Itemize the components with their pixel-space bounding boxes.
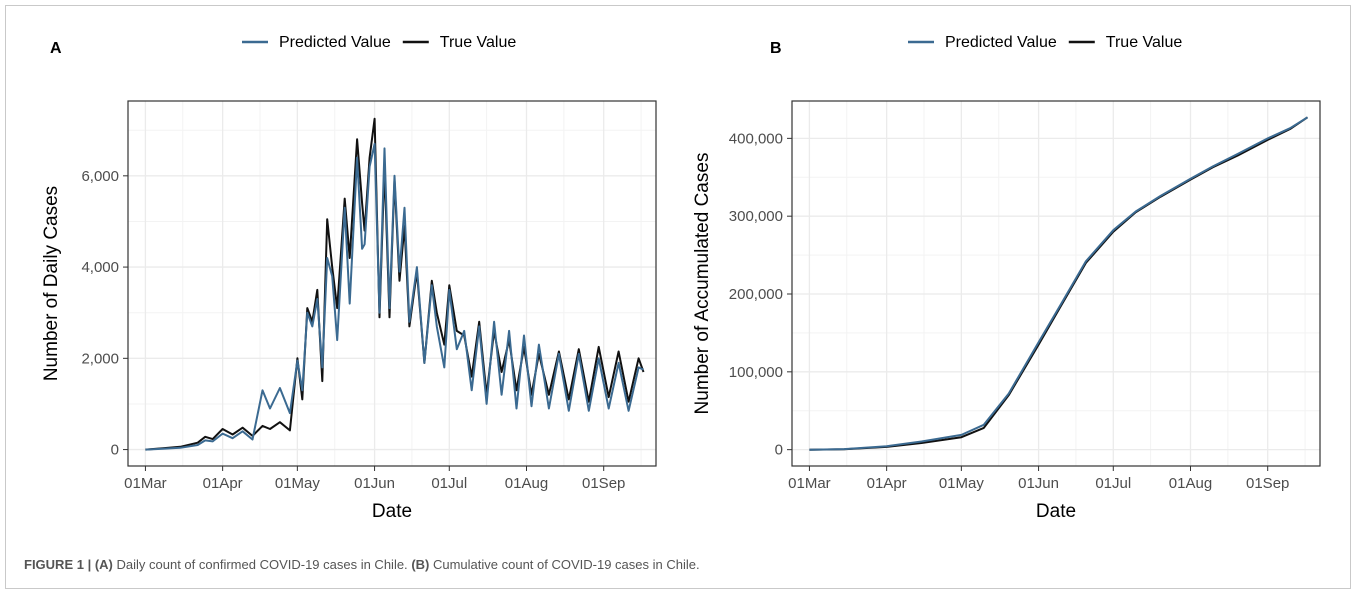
panel-border	[127, 100, 657, 467]
caption-a-text: Daily count of confirmed COVID-19 cases …	[116, 557, 408, 572]
panel-tag: B	[770, 40, 782, 57]
x-tick-label: 01Jul	[431, 475, 467, 492]
series-predicted-value-line	[145, 142, 644, 451]
x-tick-label: 01Sep	[1246, 475, 1289, 492]
caption-b-label: (B)	[411, 557, 430, 572]
legend-label: Predicted Value	[945, 34, 1057, 51]
legend: Predicted Value True Value	[242, 34, 516, 51]
x-tick-label: 01Apr	[867, 475, 907, 492]
x-tick-label: 01Aug	[505, 475, 548, 492]
x-tick-label: 01Jul	[1095, 475, 1131, 492]
figure-frame	[5, 5, 1351, 589]
y-tick-label: 0	[111, 442, 119, 459]
y-tick-label: 2,000	[81, 350, 119, 367]
y-tick-label: 300,000	[729, 208, 783, 225]
x-tick-label: 01Sep	[582, 475, 625, 492]
x-tick-label: 01Jun	[1018, 475, 1059, 492]
panel-a: A Predicted Value True Value 01Mar 01Apr 01Ma…	[41, 34, 657, 522]
legend: Predicted Value True Value	[908, 34, 1182, 51]
x-tick-label: 01Apr	[203, 475, 243, 492]
y-tick-label: 4,000	[81, 259, 119, 276]
legend-label: True Value	[440, 34, 517, 51]
series-true-value-line	[809, 116, 1309, 451]
x-tick-label: 01Mar	[788, 475, 831, 492]
figure-label: FIGURE 1 |	[24, 557, 92, 572]
panel-border	[791, 100, 1321, 467]
legend-label: Predicted Value	[279, 34, 391, 51]
y-axis-label: Number of Daily Cases	[41, 186, 62, 381]
caption-b-text: Cumulative count of COVID-19 cases in Ch…	[432, 557, 700, 572]
legend-label: True Value	[1106, 34, 1183, 51]
y-axis-label: Number of Accumulated Cases	[692, 153, 713, 415]
x-axis-label: Date	[1036, 501, 1076, 522]
panel-b: B Predicted Value True Value 01Mar 01Apr 01Ma…	[692, 34, 1321, 522]
figure-caption: FIGURE 1 | (A) Daily count of confirmed …	[24, 557, 700, 572]
series-true-value-line	[145, 117, 645, 451]
caption-a-label: (A)	[94, 557, 113, 572]
panel-tag: A	[50, 40, 62, 57]
x-tick-label: 01Aug	[1169, 475, 1212, 492]
x-tick-label: 01May	[939, 475, 985, 492]
y-tick-label: 6,000	[81, 168, 119, 185]
x-tick-label: 01Jun	[354, 475, 395, 492]
y-tick-label: 400,000	[729, 130, 783, 147]
x-tick-label: 01May	[275, 475, 321, 492]
series-predicted-value-line	[809, 116, 1309, 451]
y-tick-label: 100,000	[729, 364, 783, 381]
x-axis-label: Date	[372, 501, 412, 522]
x-tick-label: 01Mar	[124, 475, 167, 492]
y-tick-label: 0	[775, 442, 783, 459]
y-tick-label: 200,000	[729, 286, 783, 303]
